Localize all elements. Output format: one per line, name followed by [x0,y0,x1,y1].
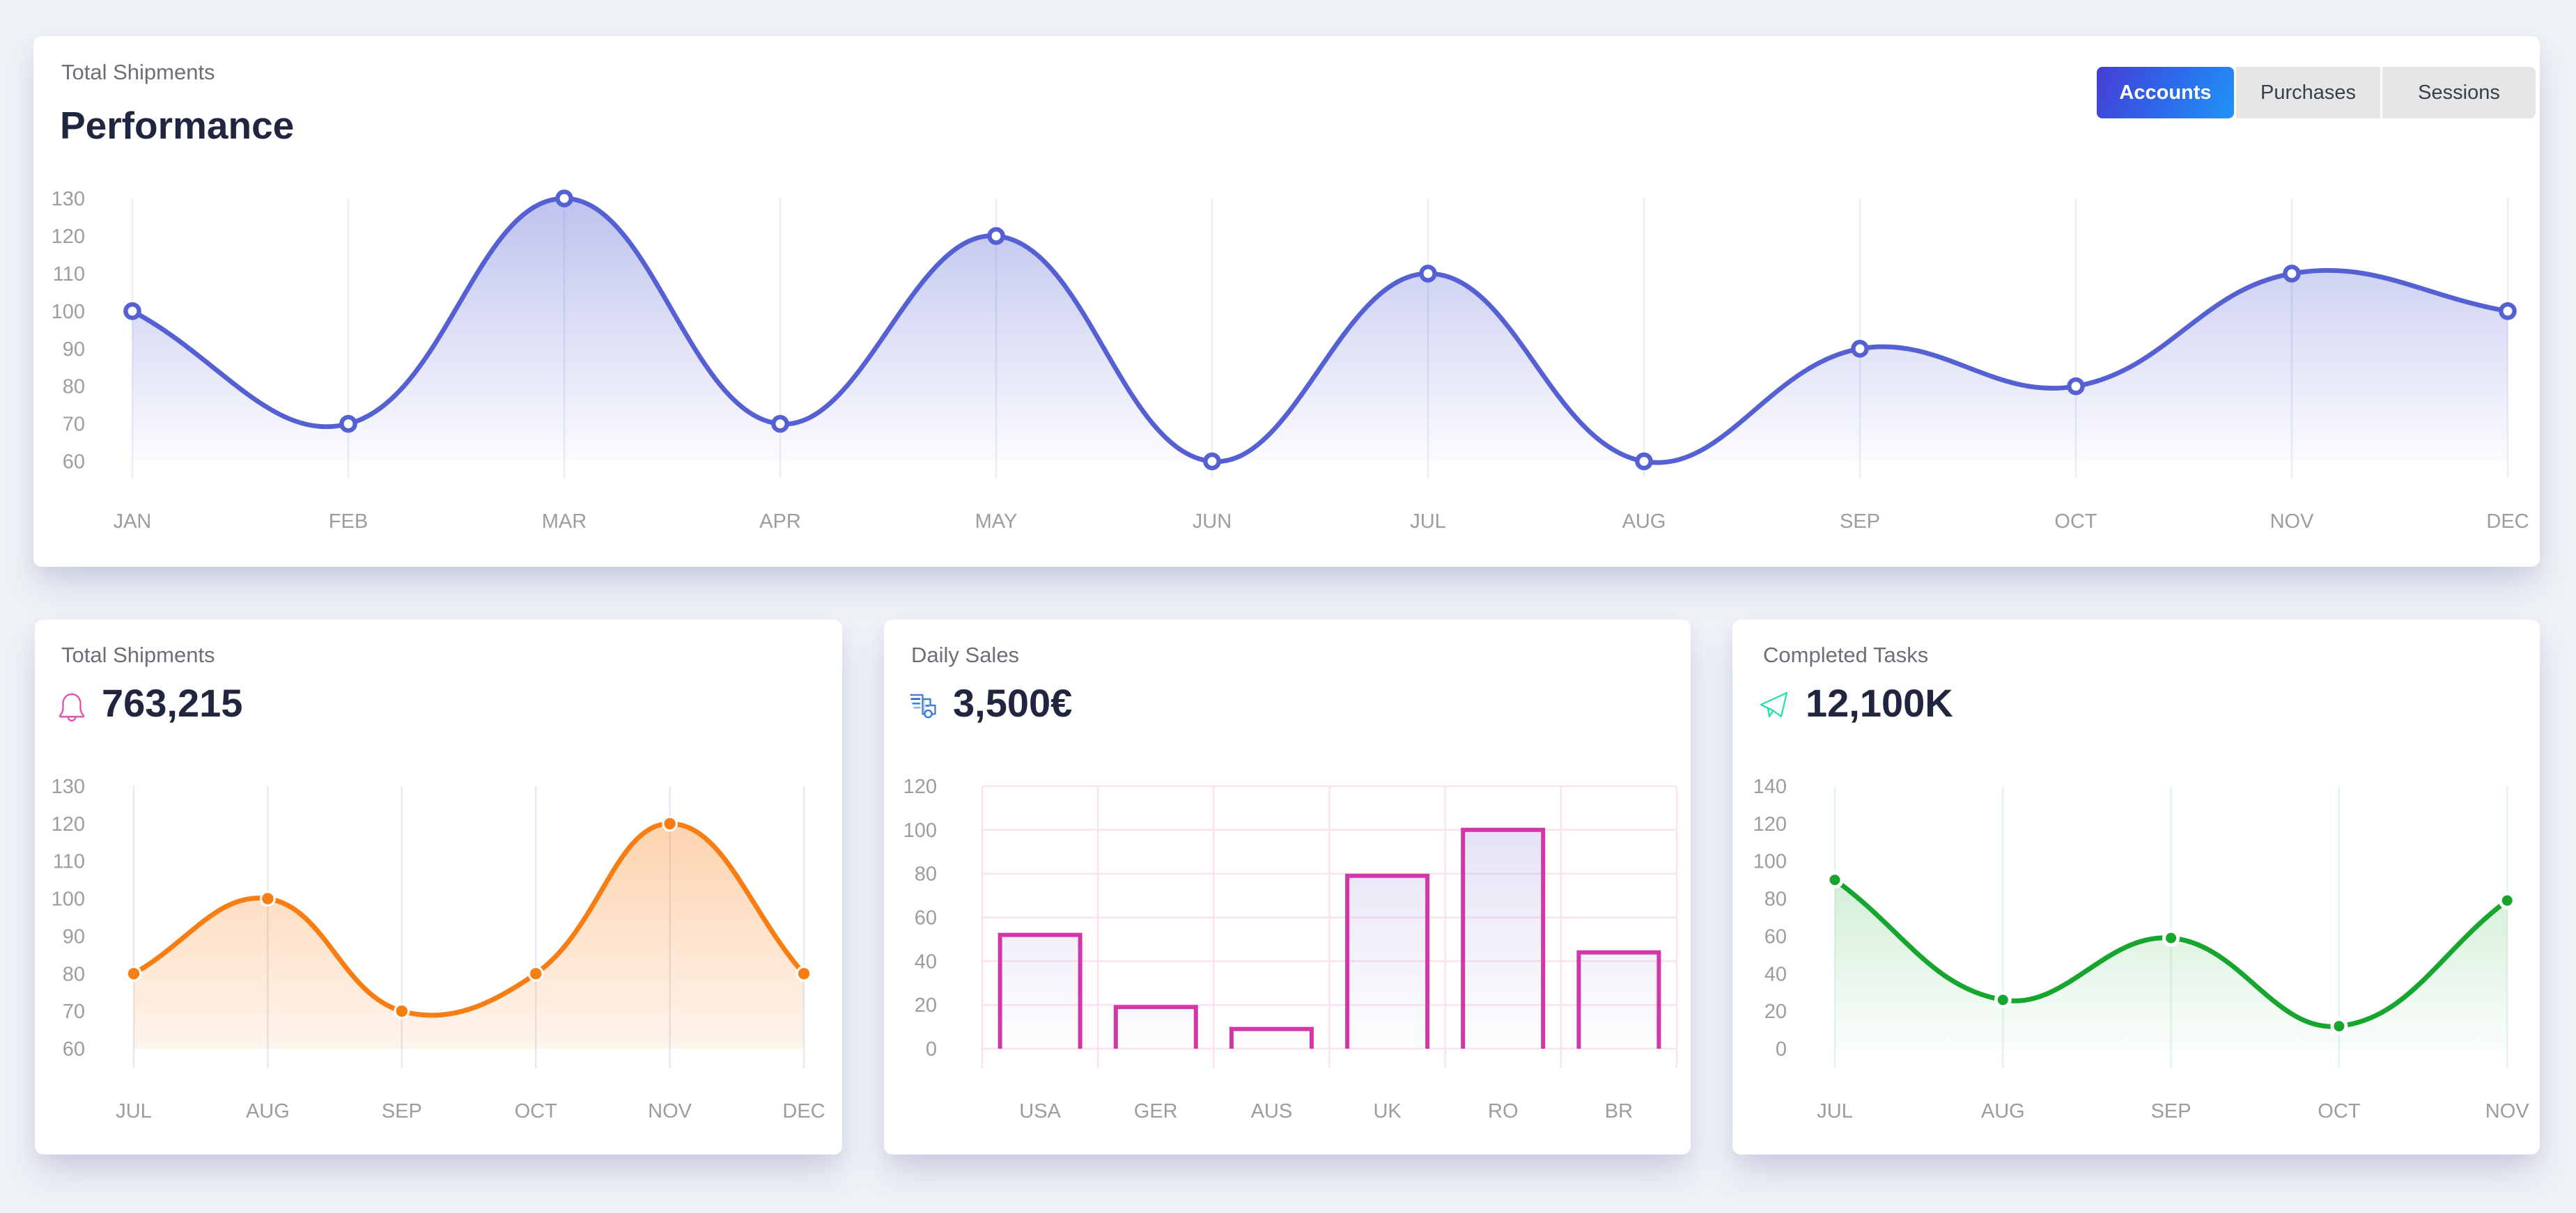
svg-text:100: 100 [903,820,937,842]
svg-text:USA: USA [1019,1100,1061,1122]
svg-text:NOV: NOV [648,1100,692,1122]
svg-text:UK: UK [1373,1100,1402,1122]
svg-text:140: 140 [1753,776,1787,798]
svg-text:90: 90 [63,338,85,361]
svg-text:SEP: SEP [2151,1100,2191,1122]
svg-text:120: 120 [52,226,85,248]
svg-text:0: 0 [1776,1038,1787,1061]
svg-text:SEP: SEP [382,1100,422,1122]
svg-text:NOV: NOV [2270,510,2315,533]
svg-text:AUG: AUG [1622,510,1666,533]
svg-text:JUL: JUL [1410,510,1446,533]
svg-text:MAY: MAY [975,510,1018,533]
svg-text:110: 110 [53,851,85,873]
svg-text:APR: APR [759,510,801,533]
svg-text:100: 100 [52,889,85,911]
svg-text:80: 80 [63,376,85,398]
svg-text:120: 120 [52,813,85,836]
svg-text:RO: RO [1488,1100,1519,1122]
svg-text:GER: GER [1134,1100,1178,1122]
svg-text:DEC: DEC [782,1100,825,1122]
svg-text:130: 130 [52,776,85,798]
svg-text:OCT: OCT [2054,510,2097,533]
svg-text:DEC: DEC [2486,510,2529,533]
svg-text:60: 60 [63,451,85,474]
svg-text:130: 130 [52,188,85,210]
svg-text:40: 40 [1764,963,1787,985]
svg-text:AUS: AUS [1251,1100,1293,1122]
svg-text:JAN: JAN [114,510,152,533]
svg-text:20: 20 [1764,1001,1787,1023]
svg-text:OCT: OCT [515,1100,558,1122]
svg-text:SEP: SEP [1840,510,1880,533]
svg-text:AUG: AUG [1981,1100,2025,1122]
svg-text:100: 100 [1753,851,1787,873]
svg-text:BR: BR [1605,1100,1633,1122]
svg-text:90: 90 [63,925,85,948]
svg-text:70: 70 [63,1001,85,1023]
svg-text:JUL: JUL [1817,1100,1853,1122]
svg-text:40: 40 [915,950,937,973]
svg-text:110: 110 [53,263,85,285]
svg-text:80: 80 [1764,889,1787,911]
svg-text:JUL: JUL [116,1100,152,1122]
svg-text:MAR: MAR [542,510,587,533]
svg-text:60: 60 [63,1038,85,1061]
svg-text:AUG: AUG [246,1100,290,1122]
svg-text:60: 60 [1764,925,1787,948]
svg-text:NOV: NOV [2485,1100,2530,1122]
svg-text:80: 80 [63,963,85,985]
svg-text:60: 60 [915,907,937,930]
svg-text:80: 80 [915,863,937,886]
svg-text:70: 70 [63,414,85,436]
svg-text:OCT: OCT [2318,1100,2361,1122]
svg-text:0: 0 [926,1038,937,1061]
svg-text:100: 100 [52,301,85,323]
svg-text:FEB: FEB [329,510,368,533]
svg-text:JUN: JUN [1193,510,1232,533]
svg-text:120: 120 [1753,813,1787,836]
svg-text:120: 120 [903,776,937,798]
svg-text:20: 20 [915,994,937,1017]
